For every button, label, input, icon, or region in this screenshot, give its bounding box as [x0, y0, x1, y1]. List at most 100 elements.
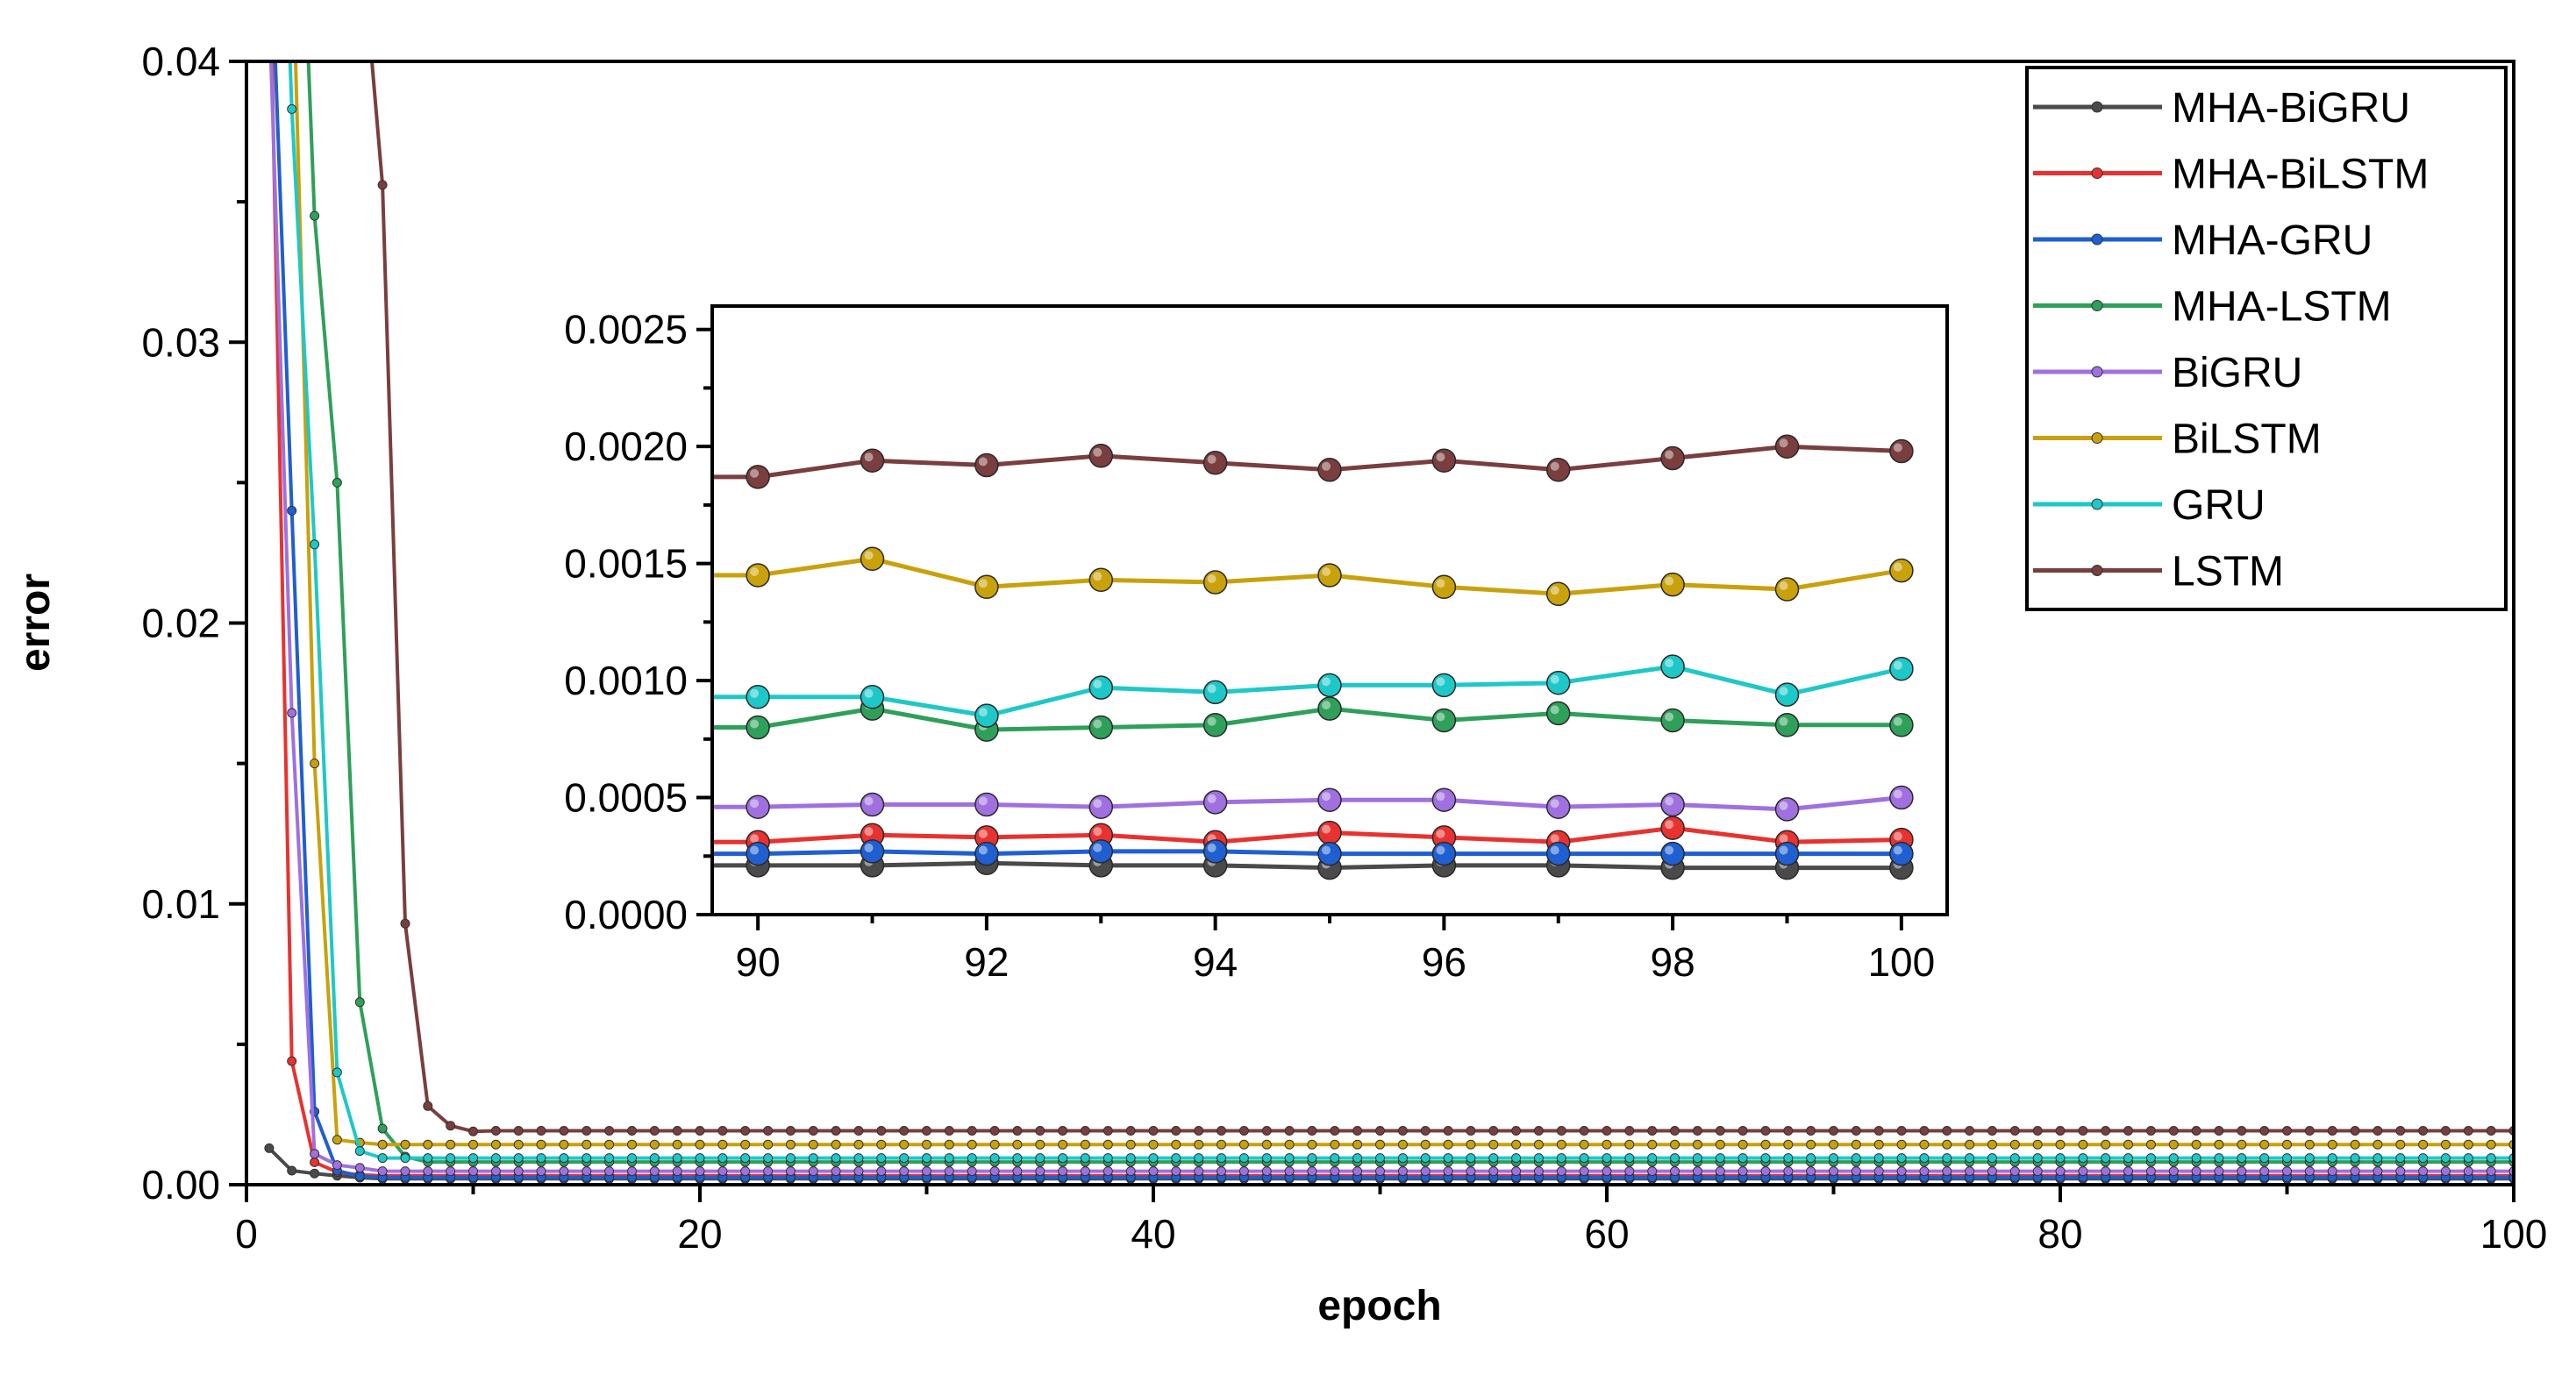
legend-item-mha-gru: MHA-GRU — [2033, 217, 2373, 264]
inset-point-bilstm-96 — [1431, 574, 1457, 600]
point-gru-19 — [672, 1153, 682, 1164]
point-gru-43 — [1217, 1153, 1226, 1164]
point-bilstm-61 — [1624, 1139, 1635, 1150]
inset-point-bilstm-100 — [1889, 558, 1914, 583]
inset-x-tick-label-94: 94 — [1193, 939, 1238, 985]
point-bigru-99 — [2486, 1166, 2496, 1177]
point-gru-94 — [2373, 1153, 2383, 1164]
point-lstm-9 — [446, 1121, 456, 1131]
point-bilstm-60 — [1602, 1139, 1612, 1150]
y-tick-label-0: 0.00 — [141, 1162, 220, 1207]
legend-label-bilstm: BiLSTM — [2172, 417, 2322, 463]
point-lstm-7 — [400, 918, 410, 929]
inset-point-mha-gru-99 — [1774, 841, 1800, 866]
point-lstm-6 — [377, 180, 388, 190]
point-gru-77 — [1987, 1153, 1997, 1164]
legend-marker-mha-bilstm — [2091, 167, 2103, 179]
point-bilstm-23 — [763, 1139, 774, 1150]
inset-point-highlight-bilstm-90 — [750, 567, 760, 576]
point-bilstm-72 — [1873, 1139, 1884, 1150]
point-gru-91 — [2304, 1153, 2315, 1164]
point-lstm-63 — [1670, 1126, 1680, 1136]
point-gru-27 — [853, 1153, 864, 1164]
inset-point-mha-gru-91 — [860, 839, 885, 864]
inset-point-highlight-mha-lstm-96 — [1436, 712, 1445, 722]
point-bigru-46 — [1284, 1166, 1295, 1177]
point-bilstm-18 — [649, 1139, 660, 1150]
point-bigru-12 — [513, 1166, 524, 1177]
point-bilstm-64 — [1692, 1139, 1702, 1150]
point-gru-64 — [1692, 1153, 1702, 1164]
point-mha-lstm-3 — [310, 210, 320, 221]
point-lstm-41 — [1171, 1126, 1181, 1136]
inset-point-bilstm-97 — [1545, 581, 1571, 607]
inset-point-bigru-95 — [1317, 787, 1342, 812]
point-gru-86 — [2191, 1153, 2201, 1164]
inset-point-highlight-mha-gru-95 — [1322, 845, 1331, 855]
point-bigru-88 — [2237, 1166, 2247, 1177]
inset-point-highlight-bigru-91 — [864, 796, 874, 806]
point-bigru-16 — [604, 1166, 615, 1177]
point-gru-65 — [1715, 1153, 1725, 1164]
inset-point-highlight-mha-gru-97 — [1550, 845, 1559, 855]
inset-point-highlight-bigru-96 — [1436, 792, 1445, 801]
point-gru-41 — [1171, 1153, 1181, 1164]
point-bilstm-55 — [1488, 1139, 1499, 1150]
inset-y-tick-label-3: 0.0015 — [564, 541, 688, 587]
point-bigru-47 — [1307, 1166, 1317, 1177]
point-gru-24 — [785, 1153, 796, 1164]
point-bilstm-25 — [808, 1139, 818, 1150]
point-lstm-36 — [1058, 1126, 1068, 1136]
inset-point-highlight-mha-gru-96 — [1436, 845, 1445, 855]
point-bilstm-58 — [1556, 1139, 1566, 1150]
inset-point-gru-91 — [860, 685, 885, 709]
point-bilstm-69 — [1806, 1139, 1816, 1150]
point-bigru-91 — [2304, 1166, 2315, 1177]
point-gru-39 — [1125, 1153, 1136, 1164]
legend-item-bigru: BiGRU — [2033, 350, 2302, 396]
point-bilstm-88 — [2237, 1139, 2247, 1150]
inset-point-lstm-100 — [1889, 438, 1914, 464]
point-gru-83 — [2123, 1153, 2133, 1164]
point-bigru-52 — [1420, 1166, 1431, 1177]
inset-y-tick-label-1: 0.0005 — [564, 775, 688, 821]
point-lstm-42 — [1194, 1126, 1204, 1136]
inset-point-highlight-bigru-99 — [1779, 801, 1788, 810]
point-bigru-34 — [1012, 1166, 1023, 1177]
inset-point-highlight-bilstm-93 — [1093, 572, 1102, 581]
point-lstm-64 — [1692, 1126, 1702, 1136]
point-bigru-72 — [1873, 1166, 1884, 1177]
inset-point-highlight-mha-bilstm-95 — [1322, 824, 1331, 834]
point-bilstm-87 — [2214, 1139, 2224, 1150]
point-lstm-40 — [1148, 1126, 1159, 1136]
point-gru-5 — [354, 1146, 365, 1157]
inset-axis-ticks: 90 92 94 96 98 100 0.0000 0.0005 0.0010 0.0015 0.0… — [564, 307, 1935, 985]
inset-point-highlight-bigru-94 — [1207, 794, 1217, 803]
point-gru-36 — [1058, 1153, 1068, 1164]
point-lstm-54 — [1466, 1126, 1476, 1136]
point-gru-25 — [808, 1153, 818, 1164]
point-bigru-26 — [831, 1166, 841, 1177]
point-bigru-17 — [627, 1166, 637, 1177]
inset-point-mha-lstm-96 — [1431, 708, 1457, 733]
point-bilstm-39 — [1125, 1139, 1136, 1150]
inset-point-highlight-lstm-96 — [1436, 452, 1445, 462]
point-bigru-49 — [1352, 1166, 1363, 1177]
point-bilstm-99 — [2486, 1139, 2496, 1150]
point-gru-31 — [944, 1153, 954, 1164]
point-bigru-57 — [1533, 1166, 1544, 1177]
inset-point-highlight-mha-bilstm-90 — [750, 834, 760, 844]
point-bilstm-82 — [2101, 1139, 2111, 1150]
point-bilstm-98 — [2463, 1139, 2473, 1150]
point-lstm-22 — [740, 1126, 751, 1136]
point-bigru-80 — [2055, 1166, 2066, 1177]
inset-line-mha-gru — [712, 849, 1902, 857]
point-bilstm-20 — [695, 1139, 705, 1150]
point-bilstm-49 — [1352, 1139, 1363, 1150]
inset-point-highlight-mha-lstm-100 — [1893, 716, 1902, 726]
point-gru-45 — [1261, 1153, 1272, 1164]
point-gru-50 — [1375, 1153, 1385, 1164]
point-lstm-32 — [967, 1126, 977, 1136]
point-gru-32 — [967, 1153, 977, 1164]
point-bilstm-43 — [1217, 1139, 1226, 1150]
